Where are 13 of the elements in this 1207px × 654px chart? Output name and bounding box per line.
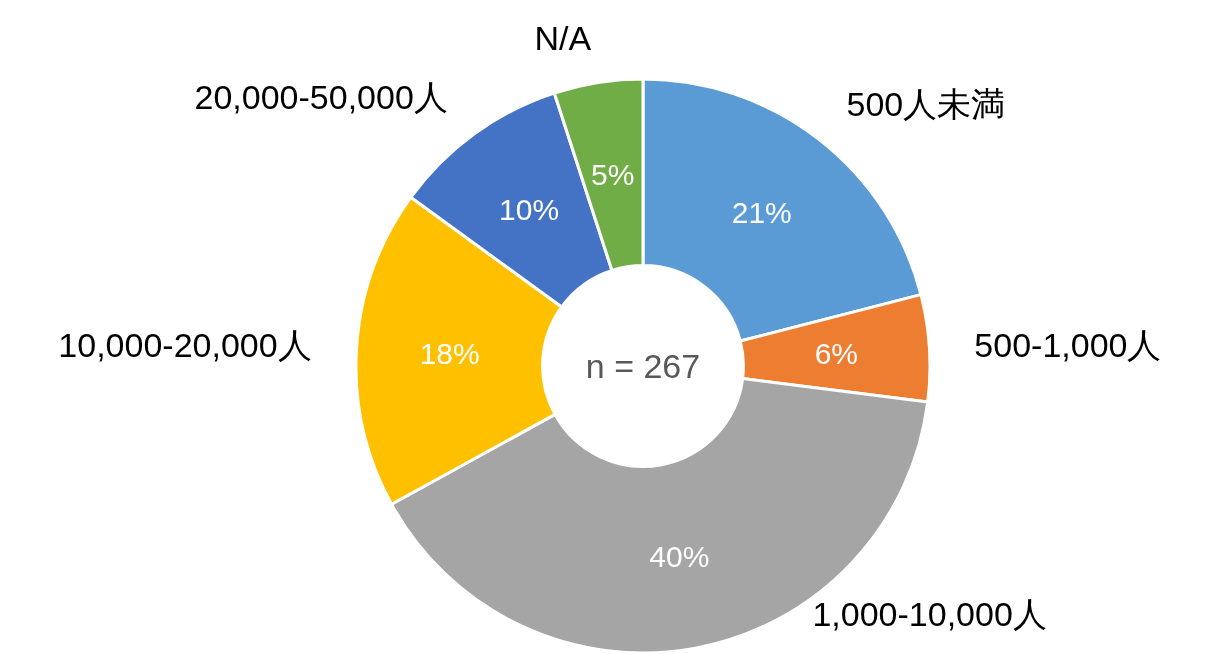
slice-label: 1,000-10,000人 bbox=[812, 595, 1047, 633]
data-label: 6% bbox=[814, 337, 859, 371]
slice-label: 20,000-50,000人 bbox=[194, 78, 448, 117]
slice-label: 10,000-20,000人 bbox=[58, 326, 312, 365]
data-label: 40% bbox=[649, 539, 710, 573]
slice-label: N/A bbox=[534, 19, 592, 58]
slice-label: 500-1,000人 bbox=[974, 326, 1162, 365]
text: n = 267 bbox=[585, 347, 701, 385]
data-label: 21% bbox=[731, 196, 792, 230]
data-label: 10% bbox=[499, 192, 560, 226]
data-label: 5% bbox=[591, 158, 635, 192]
slice-label: 500人未満 bbox=[846, 84, 1006, 123]
data-label: 18% bbox=[419, 337, 480, 371]
